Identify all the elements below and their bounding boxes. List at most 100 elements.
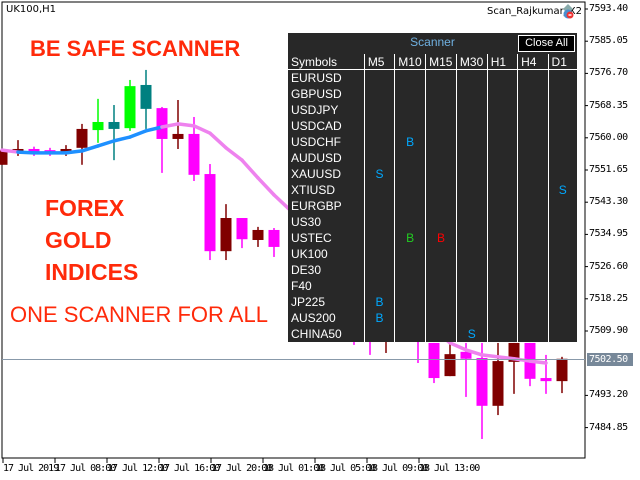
signal-cell <box>486 230 518 246</box>
symbol-name[interactable]: USDCAD <box>291 119 342 133</box>
ma-segment <box>464 348 484 357</box>
symbol-name[interactable]: USDJPY <box>291 103 339 117</box>
signal-cell <box>517 262 549 278</box>
symbol-name[interactable]: USDCHF <box>291 135 341 149</box>
signal-cell: S <box>363 166 395 182</box>
candle-body <box>0 150 8 165</box>
scanner-row: USDCHF B <box>288 134 577 150</box>
expert-advisor-icon[interactable] <box>560 3 576 19</box>
symbol-name[interactable]: USTEC <box>291 231 332 245</box>
symbol-name[interactable]: EURGBP <box>291 199 342 213</box>
symbol-name[interactable]: US30 <box>291 215 322 229</box>
symbol-name[interactable]: CHINA50 <box>291 327 342 341</box>
symbol-timeframe: UK100,H1 <box>6 4 57 15</box>
symbol-name[interactable]: GBPUSD <box>291 87 342 101</box>
time-axis-label: 18 Jul 05:00 <box>315 463 376 474</box>
signal-cell <box>455 214 488 230</box>
price-axis-label: 7593.40 <box>589 3 628 14</box>
signal-cell <box>547 230 577 246</box>
candle-body <box>124 86 136 129</box>
symbol-name[interactable]: UK100 <box>291 247 328 261</box>
close-all-button[interactable]: Close All <box>518 35 575 52</box>
signal-cell: B <box>363 294 395 310</box>
signal-cell <box>455 198 488 214</box>
scanner-row: US30 <box>288 214 577 230</box>
ma-segment <box>96 139 116 148</box>
ma-segment <box>272 193 292 212</box>
signal-cell <box>517 198 549 214</box>
candle <box>236 218 248 249</box>
candle <box>0 150 8 165</box>
scanner-title: Scanner <box>410 35 455 49</box>
signal-cell <box>547 214 577 230</box>
signal-cell <box>547 246 577 262</box>
candle <box>268 228 280 257</box>
signal-cell <box>394 118 426 134</box>
time-axis-label: 18 Jul 13:00 <box>419 463 480 474</box>
signal-cell <box>394 294 426 310</box>
signal-cell <box>425 166 457 182</box>
signal-cell <box>517 278 549 294</box>
candle-body <box>460 351 472 359</box>
signal-cell <box>517 69 549 86</box>
time-axis-label: 17 Jul 16:00 <box>159 463 220 474</box>
symbol-name[interactable]: AUDUSD <box>291 151 342 165</box>
signal-cell <box>455 310 488 326</box>
ma-segment <box>80 144 100 153</box>
price-axis-label: 7568.35 <box>589 99 628 111</box>
candle <box>460 342 472 397</box>
forex-text: FOREX <box>45 195 125 221</box>
column-header-d1: D1 <box>547 54 577 70</box>
signal-cell <box>425 214 457 230</box>
ma-segment <box>192 124 212 135</box>
signal-cell <box>547 86 577 102</box>
signal-cell <box>517 118 549 134</box>
symbol-name[interactable]: F40 <box>291 279 312 293</box>
candle-body <box>204 174 216 252</box>
signal-cell <box>394 278 426 294</box>
signal-cell <box>486 86 518 102</box>
signal-cell <box>455 102 488 118</box>
signal-cell <box>486 246 518 262</box>
time-axis-label: 17 Jul 12:00 <box>107 463 168 474</box>
signal-cell <box>517 310 549 326</box>
candle-body <box>220 218 232 252</box>
signal-cell <box>486 102 518 118</box>
expert-name: Scan_Rajkumar_X2 <box>487 6 582 17</box>
signal-cell <box>394 326 426 342</box>
ma-segment <box>208 131 228 150</box>
symbol-name[interactable]: XAUUSD <box>291 167 342 181</box>
signal-cell <box>517 166 549 182</box>
candle <box>428 342 440 384</box>
signal-cell <box>394 198 426 214</box>
candle-body <box>108 121 120 129</box>
signal-cell <box>394 246 426 262</box>
indices-text: INDICES <box>45 259 139 285</box>
signal-cell <box>486 278 518 294</box>
time-axis-label: 18 Jul 09:00 <box>367 463 428 474</box>
symbol-name[interactable]: JP225 <box>291 295 326 309</box>
symbol-name[interactable]: DE30 <box>291 263 322 277</box>
symbol-name[interactable]: EURUSD <box>291 71 342 85</box>
signal-cell: B <box>363 310 395 326</box>
candle <box>156 106 168 173</box>
signal-cell <box>394 214 426 230</box>
candle-body <box>556 358 568 382</box>
current-price-label: 7502.50 <box>587 353 633 366</box>
candle-body <box>76 128 88 148</box>
ma-segment <box>112 135 132 143</box>
symbol-name[interactable]: XTIUSD <box>291 183 336 197</box>
scanner-row: XAUUSD S <box>288 166 577 182</box>
symbol-name[interactable]: AUS200 <box>291 311 336 325</box>
signal-cell <box>394 182 426 198</box>
signal-cell: B <box>394 134 426 150</box>
time-axis-label: 17 Jul 08:00 <box>55 463 116 474</box>
signal-cell <box>486 134 518 150</box>
signal-cell: B <box>425 230 457 246</box>
candles <box>0 69 568 439</box>
column-header-m5: M5 <box>363 54 395 70</box>
signal-cell <box>425 134 457 150</box>
candle <box>124 79 136 131</box>
signal-cell <box>425 262 457 278</box>
column-header-m15: M15 <box>425 54 457 70</box>
